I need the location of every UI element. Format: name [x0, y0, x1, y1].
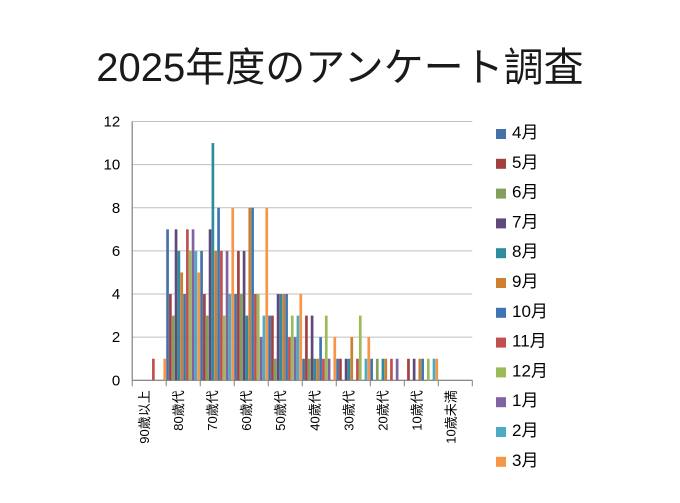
svg-text:3月: 3月	[512, 451, 538, 470]
svg-text:6: 6	[112, 243, 120, 260]
svg-text:9月: 9月	[512, 272, 538, 291]
svg-text:60歳代: 60歳代	[239, 390, 254, 430]
svg-text:10歳未満: 10歳未満	[443, 390, 458, 443]
svg-text:10月: 10月	[512, 302, 548, 321]
svg-text:10: 10	[104, 157, 121, 174]
svg-text:7月: 7月	[512, 212, 538, 231]
svg-text:20歳代: 20歳代	[375, 390, 390, 430]
svg-text:5月: 5月	[512, 153, 538, 172]
svg-text:12月: 12月	[512, 361, 548, 380]
svg-text:50歳代: 50歳代	[273, 390, 288, 430]
svg-text:70歳代: 70歳代	[205, 390, 220, 430]
svg-text:8: 8	[112, 200, 120, 217]
svg-text:30歳代: 30歳代	[341, 390, 356, 430]
svg-text:2月: 2月	[512, 421, 538, 440]
svg-text:0: 0	[112, 372, 120, 389]
svg-text:90歳以上: 90歳以上	[137, 390, 152, 443]
svg-text:10歳代: 10歳代	[409, 390, 424, 430]
svg-text:6月: 6月	[512, 183, 538, 202]
svg-text:12: 12	[104, 114, 121, 131]
svg-text:11月: 11月	[512, 332, 547, 351]
svg-text:4月: 4月	[512, 123, 538, 142]
svg-text:8月: 8月	[512, 242, 538, 261]
svg-text:40歳代: 40歳代	[307, 390, 322, 430]
svg-text:1月: 1月	[512, 391, 538, 410]
svg-text:2: 2	[112, 329, 120, 346]
svg-text:80歳代: 80歳代	[171, 390, 186, 430]
svg-text:4: 4	[112, 286, 120, 303]
